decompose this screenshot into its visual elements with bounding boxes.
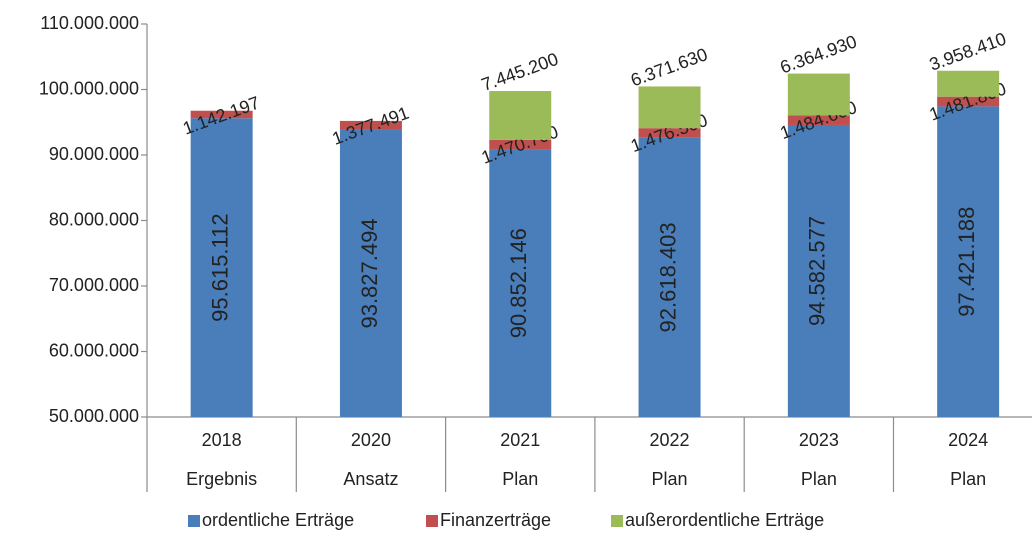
value-label: 6.364.930: [777, 31, 859, 77]
legend-label: ordentliche Erträge: [202, 510, 354, 530]
bar-segment: [190, 118, 253, 418]
value-label: 6.371.630: [628, 44, 710, 90]
y-tick-label: 70.000.000: [49, 275, 139, 295]
legend-label: Finanzerträge: [440, 510, 551, 530]
x-sublabel: Plan: [652, 469, 688, 489]
bar-segment: [638, 128, 701, 138]
y-tick-label: 110.000.000: [40, 13, 139, 33]
x-tick-label: 2022: [650, 430, 690, 450]
bar-segment: [339, 120, 402, 130]
x-sublabel: Plan: [801, 469, 837, 489]
y-tick-label: 50.000.000: [49, 406, 139, 426]
bar-segment: [937, 106, 1000, 417]
bar-segment: [339, 129, 402, 417]
bar-segment: [937, 70, 1000, 97]
bar-segment: [787, 115, 850, 125]
bar-segment: [489, 149, 552, 417]
x-sublabel: Plan: [502, 469, 538, 489]
bar-segment: [489, 139, 552, 150]
bar-segment: [787, 124, 850, 417]
x-tick-label: 2018: [202, 430, 242, 450]
x-tick-label: 2021: [500, 430, 540, 450]
legend-label: außerordentliche Erträge: [625, 510, 824, 530]
value-label: 90.852.146: [506, 228, 531, 338]
legend-swatch: [188, 515, 200, 527]
bar-segment: [937, 96, 1000, 107]
x-sublabel: Plan: [950, 469, 986, 489]
y-tick-label: 100.000.000: [39, 78, 139, 98]
x-tick-label: 2020: [351, 430, 391, 450]
y-tick-label: 80.000.000: [49, 209, 139, 229]
x-sublabel: Ansatz: [343, 469, 398, 489]
bar-segment: [638, 137, 701, 417]
value-label: 7.445.200: [479, 49, 561, 95]
value-label: 94.582.577: [805, 216, 830, 326]
value-label: 97.421.188: [954, 207, 979, 317]
y-tick-label: 90.000.000: [49, 144, 139, 164]
bar-segment: [787, 73, 850, 116]
bar-segment: [190, 110, 253, 119]
legend-swatch: [426, 515, 438, 527]
value-label: 3.958.410: [927, 28, 1009, 74]
value-label: 93.827.494: [357, 218, 382, 328]
x-sublabel: Ergebnis: [186, 469, 257, 489]
legend-swatch: [611, 515, 623, 527]
bar-segment: [638, 86, 701, 129]
value-label: 92.618.403: [655, 222, 680, 332]
value-label: 95.615.112: [207, 213, 232, 321]
bar-segment: [489, 91, 552, 140]
y-tick-label: 60.000.000: [49, 340, 139, 360]
x-tick-label: 2024: [948, 430, 988, 450]
x-tick-label: 2023: [799, 430, 839, 450]
